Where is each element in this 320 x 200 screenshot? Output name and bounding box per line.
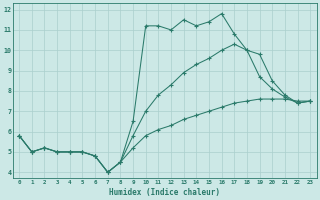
X-axis label: Humidex (Indice chaleur): Humidex (Indice chaleur) (109, 188, 220, 197)
